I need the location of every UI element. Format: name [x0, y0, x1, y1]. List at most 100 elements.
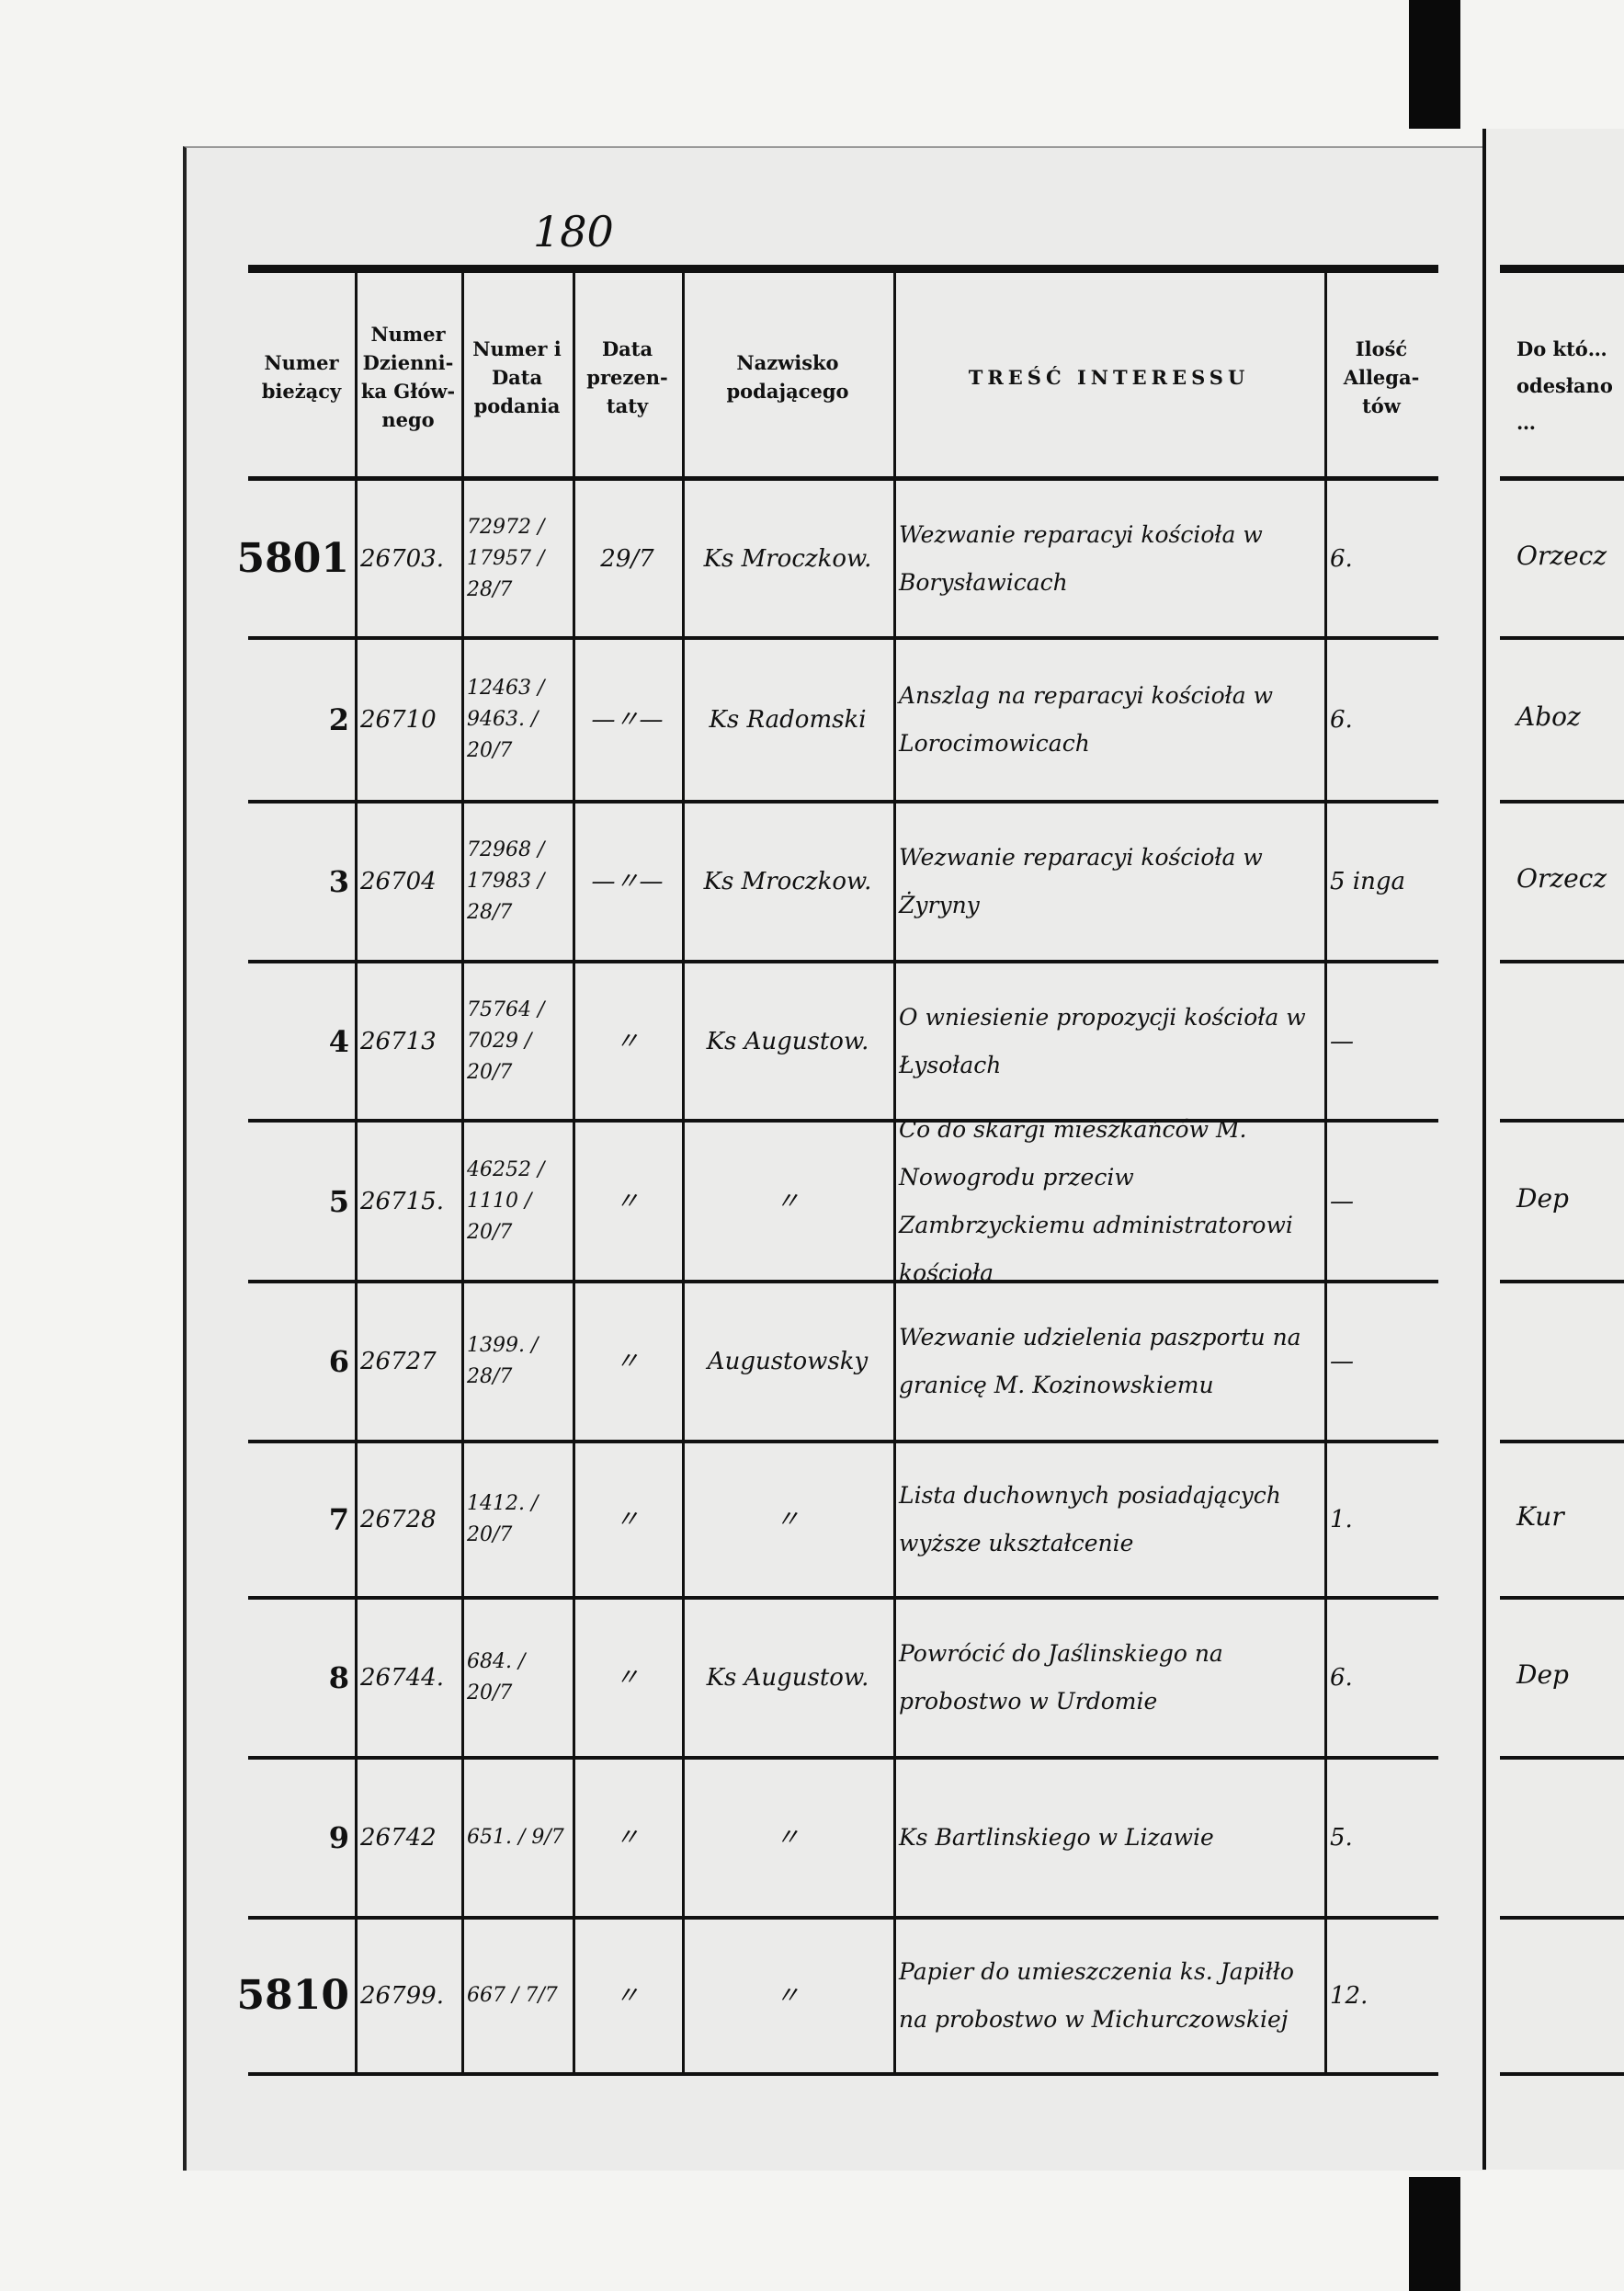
right-page-rule [1500, 1280, 1624, 1283]
cell-dz: 26710 [360, 706, 437, 734]
cell-name: Ks Mroczkow. [703, 868, 872, 895]
cell-tresc: Co do skargi mieszkańców M. Nowogrodu pr… [899, 1115, 1293, 1286]
row-rule [248, 800, 1438, 804]
cell-dp: —〃— [591, 868, 664, 895]
scan-edge-bar [1409, 2177, 1460, 2291]
cell-tresc: O wniesienie propozycji kościoła w Łysoł… [899, 1003, 1306, 1078]
cell-nr: 7 [328, 1502, 349, 1537]
cell-name: Augustowsky [707, 1348, 869, 1375]
adjacent-page [1482, 129, 1624, 2170]
column-divider [682, 273, 685, 2074]
cell-dp: 〃 [615, 1982, 640, 2010]
right-page-entry: Kur [1516, 1501, 1564, 1532]
column-divider [461, 273, 464, 2074]
cell-dp: 〃 [615, 1506, 640, 1533]
header-bottom-rule [248, 476, 1438, 481]
cell-dp: —〃— [591, 706, 664, 734]
cell-nd: 1399. / 28/7 [467, 1334, 539, 1388]
cell-alleg: 6. [1330, 544, 1353, 573]
cell-nr: 5810 [236, 1972, 349, 2019]
cell-nd: 651. / 9/7 [467, 1826, 564, 1849]
right-page-rule [1500, 1916, 1624, 1920]
cell-tresc: Ks Bartlinskiego w Lizawie [899, 1824, 1214, 1851]
cell-dp: 〃 [615, 1824, 640, 1852]
cell-nr: 9 [328, 1820, 349, 1855]
cell-nd: 684. / 20/7 [467, 1650, 526, 1704]
row-rule [248, 1119, 1438, 1123]
cell-dp: 〃 [615, 1027, 640, 1055]
cell-name: Ks Mroczkow. [703, 544, 872, 573]
right-page-entry: Dep [1516, 1182, 1569, 1214]
right-page-header: Do któ… odesłano … [1516, 337, 1613, 434]
cell-tresc: Powrócić do Jaślinskiego na probostwo w … [899, 1640, 1223, 1715]
cell-alleg: 12. [1330, 1982, 1368, 2010]
cell-dz: 26704 [360, 868, 437, 895]
row-rule [248, 1596, 1438, 1600]
column-header: Data prezen-taty [586, 336, 668, 417]
right-page-rule [1500, 960, 1624, 963]
row-rule [248, 2072, 1438, 2076]
column-divider [893, 273, 896, 2074]
cell-nr: 5 [328, 1183, 349, 1219]
scan-edge-bar [1409, 0, 1460, 129]
cell-alleg: 1. [1330, 1506, 1353, 1533]
right-page-rule [1500, 1440, 1624, 1443]
header-top-rule [248, 265, 1438, 273]
row-rule [248, 1916, 1438, 1920]
row-rule [248, 1280, 1438, 1283]
cell-nr: 5801 [236, 534, 349, 582]
cell-dz: 26703. [360, 544, 444, 573]
cell-dz: 26728 [360, 1506, 437, 1533]
column-header: TREŚĆ INTERESSU [968, 365, 1250, 389]
row-rule [248, 960, 1438, 963]
right-page-entry: Orzecz [1516, 863, 1607, 894]
cell-nd: 72968 / 17983 / 28/7 [467, 838, 545, 924]
right-page-entry: Aboz [1516, 701, 1581, 732]
cell-dp: 〃 [615, 1664, 640, 1692]
cell-name: 〃 [775, 1982, 800, 2010]
column-header: Numer bieżący [261, 351, 342, 403]
column-header: Numer Dzienni-ka Głów-nego [360, 323, 456, 431]
register-sheet [183, 146, 1486, 2171]
right-page-entry: Orzecz [1516, 540, 1607, 571]
cell-nd: 72972 / 17957 / 28/7 [467, 515, 545, 601]
cell-dp: 〃 [615, 1187, 640, 1215]
cell-nr: 2 [328, 702, 349, 737]
column-header: Ilość Allega-tów [1343, 336, 1420, 417]
cell-nd: 75764 / 7029 / 20/7 [467, 997, 545, 1084]
cell-alleg: — [1330, 1027, 1354, 1055]
cell-nr: 3 [328, 864, 349, 899]
right-page-entry: Dep [1516, 1659, 1569, 1690]
right-page-rule [1500, 800, 1624, 804]
cell-tresc: Wezwanie reparacyi kościoła w Żyryny [899, 844, 1263, 918]
cell-nd: 667 / 7/7 [467, 1984, 558, 2007]
cell-name: Ks Augustow. [706, 1027, 869, 1055]
cell-tresc: Wezwanie reparacyi kościoła w Borysławic… [899, 520, 1263, 596]
page-number: 180 [533, 207, 614, 256]
cell-nr: 6 [328, 1344, 349, 1379]
cell-dz: 26713 [360, 1027, 437, 1055]
column-divider [573, 273, 575, 2074]
right-page-rule [1500, 636, 1624, 640]
cell-alleg: — [1330, 1348, 1354, 1375]
column-divider [1324, 273, 1327, 2074]
right-page-rule [1500, 2072, 1624, 2076]
cell-tresc: Wezwanie udzielenia paszportu na granicę… [899, 1324, 1301, 1398]
cell-name: Ks Radomski [709, 706, 867, 734]
right-page-top-rule [1500, 265, 1624, 273]
cell-name: 〃 [775, 1824, 800, 1852]
right-page-rule [1500, 1596, 1624, 1600]
cell-name: 〃 [775, 1506, 800, 1533]
cell-nd: 46252 / 1110 / 20/7 [467, 1157, 545, 1244]
cell-name: Ks Augustow. [706, 1664, 869, 1692]
cell-dz: 26799. [360, 1982, 444, 2010]
cell-dz: 26727 [360, 1348, 437, 1375]
cell-dz: 26715. [360, 1187, 444, 1215]
right-page-rule [1500, 1119, 1624, 1123]
cell-nr: 4 [328, 1023, 349, 1059]
column-divider [355, 273, 358, 2074]
cell-alleg: 6. [1330, 706, 1353, 734]
cell-tresc: Lista duchownych posiadających wyższe uk… [899, 1482, 1281, 1556]
cell-name: 〃 [775, 1187, 800, 1215]
